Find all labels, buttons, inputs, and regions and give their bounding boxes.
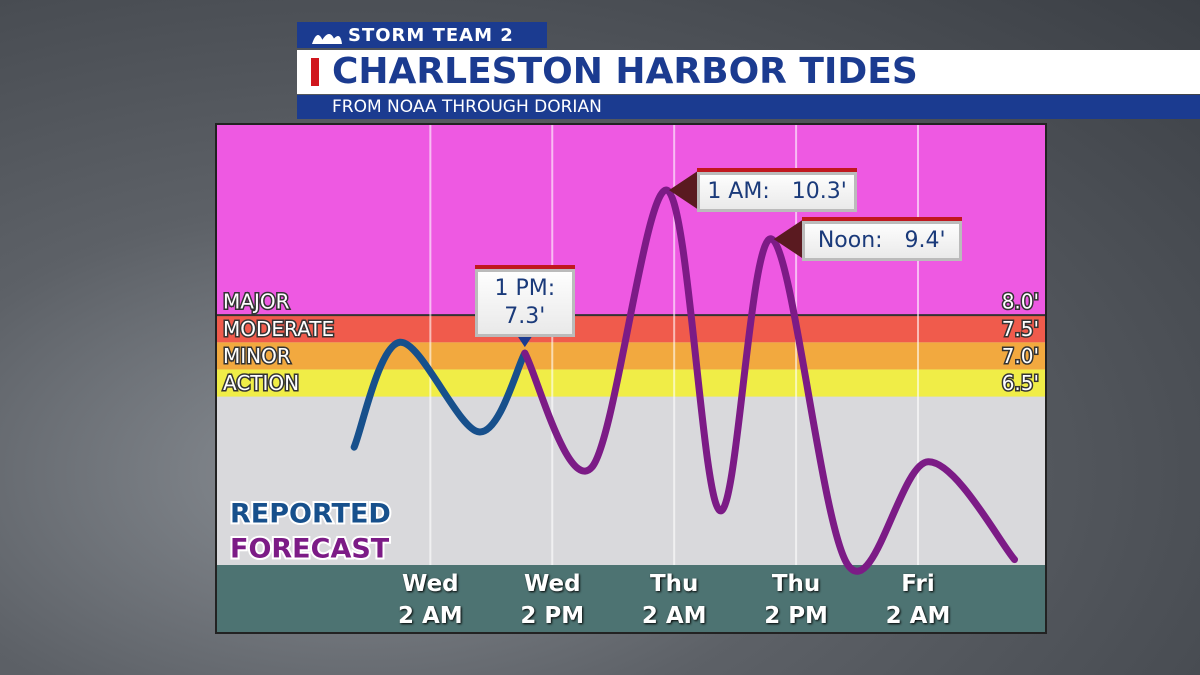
callout-time: 1 PM: — [494, 276, 556, 302]
callout: Noon: 9.4' — [801, 217, 962, 262]
subtitle-bar — [297, 95, 1200, 119]
x-tick-label: Thu 2 AM — [641, 571, 707, 629]
x-tick-label: Fri 2 AM — [885, 571, 951, 629]
chart-title: CHARLESTON HARBOR TIDES — [332, 51, 918, 92]
series-line — [350, 338, 529, 451]
peacock-logo — [312, 34, 342, 44]
level-name: MAJOR — [223, 290, 290, 314]
callout-value: 10.3' — [791, 179, 847, 205]
callout: 1 AM: 10.3' — [697, 168, 858, 213]
legend-entry: REPORTED — [230, 499, 391, 530]
level-band — [217, 342, 1045, 370]
callout-pointer — [669, 170, 700, 211]
series-line — [521, 186, 1019, 575]
title-bar — [297, 50, 1200, 94]
legend-entry: FORECAST — [230, 534, 390, 565]
callout-value: 9.4' — [904, 228, 946, 254]
level-value: 8.0' — [1002, 290, 1039, 314]
level-name: MODERATE — [223, 317, 334, 341]
level-name: MINOR — [223, 344, 291, 368]
callout-time: 1 AM: — [707, 179, 770, 205]
x-tick-label: Wed 2 PM — [520, 571, 585, 629]
level-value: 7.0' — [1002, 344, 1039, 368]
level-name: ACTION — [223, 371, 299, 395]
level-value: 6.5' — [1002, 371, 1039, 395]
callout-pointer — [773, 219, 804, 260]
level-value: 7.5' — [1002, 317, 1039, 341]
callout-time: Noon: — [817, 228, 883, 254]
callout: 1 PM: 7.3' — [474, 265, 575, 338]
x-axis-strip — [217, 565, 1045, 632]
level-band — [217, 369, 1045, 397]
x-tick-label: Thu 2 PM — [764, 571, 828, 629]
subtitle: FROM NOAA THROUGH DORIAN — [332, 97, 602, 117]
header: STORM TEAM 2 — [348, 25, 514, 46]
x-tick-label: Wed 2 AM — [397, 571, 463, 629]
title-accent — [311, 58, 319, 86]
callout-pointer — [516, 335, 533, 348]
callout-value: 7.3' — [504, 304, 546, 330]
